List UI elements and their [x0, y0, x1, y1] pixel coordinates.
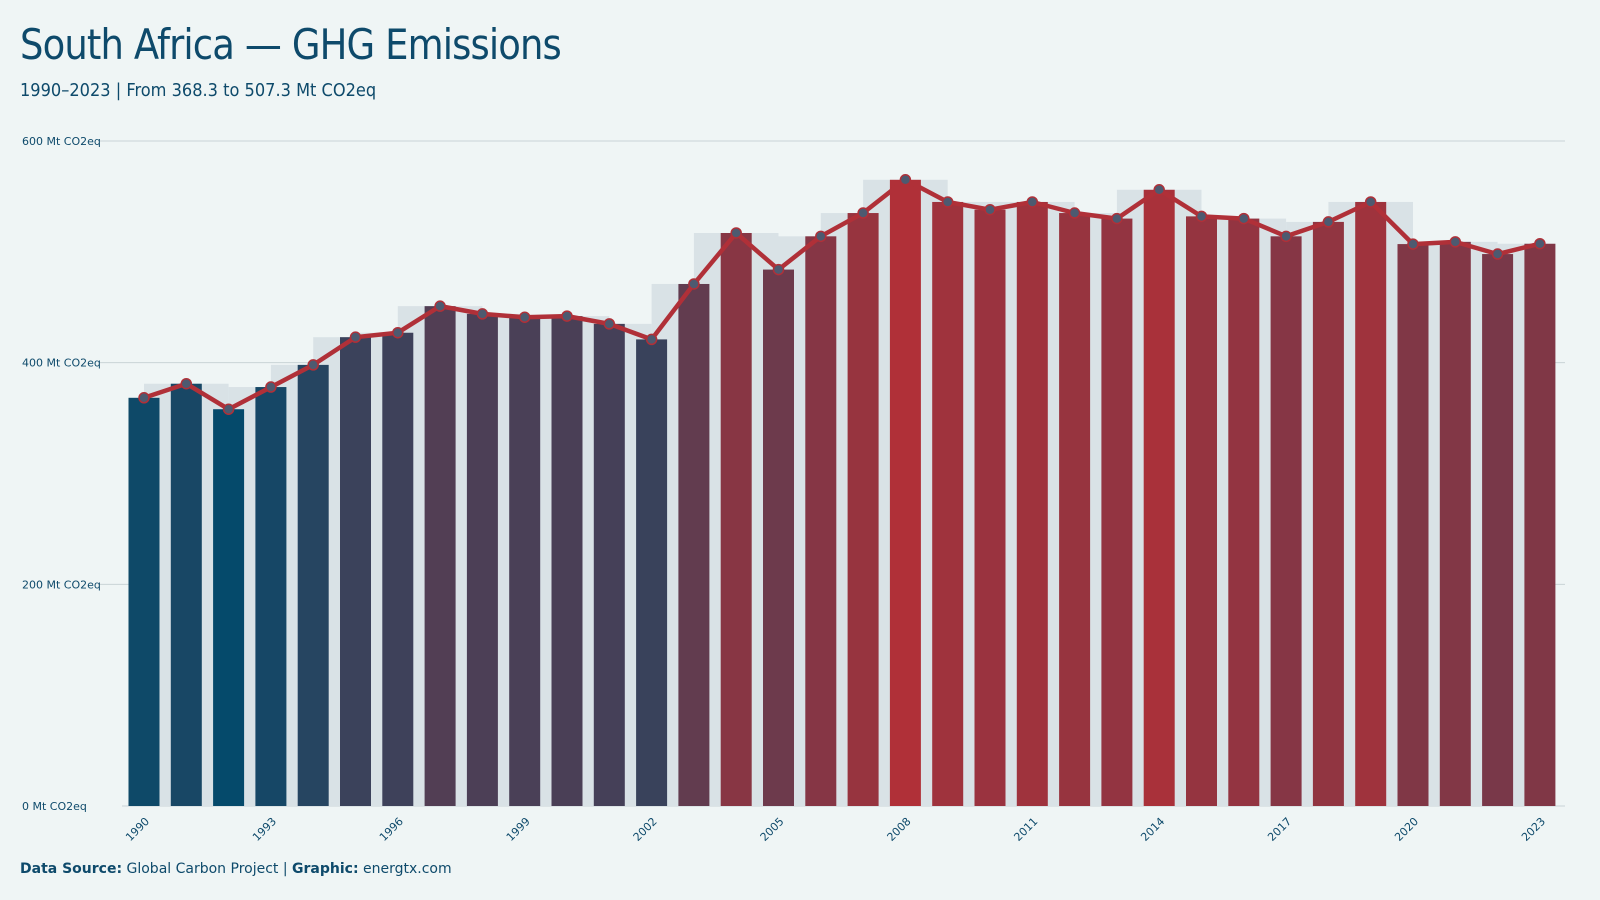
data-point — [815, 230, 827, 243]
x-tick-label: 1999 — [504, 815, 533, 844]
bar-layer — [128, 179, 1556, 807]
bar — [170, 383, 202, 806]
bar — [1143, 189, 1175, 806]
data-point — [1322, 216, 1335, 228]
data-point — [1153, 184, 1165, 196]
x-tick-label: 1993 — [250, 815, 279, 844]
bar — [974, 209, 1006, 806]
bar — [213, 409, 245, 806]
bar — [1186, 216, 1217, 806]
bar — [1524, 243, 1556, 806]
line-layer — [138, 174, 1546, 415]
bar — [551, 316, 583, 806]
data-point — [603, 318, 616, 330]
bar — [424, 306, 456, 806]
y-tick-label: 400 Mt CO2eq — [22, 357, 101, 370]
bar — [1355, 201, 1387, 807]
graphic-value: energtx.com — [363, 861, 452, 877]
y-tick-label: 0 Mt CO2eq — [22, 800, 87, 813]
data-point — [1195, 210, 1208, 223]
y-tick-label: 200 Mt CO2eq — [22, 578, 101, 591]
bar — [593, 323, 625, 806]
x-tick-label: 2002 — [631, 815, 660, 844]
x-tick-label: 2005 — [758, 815, 787, 844]
bar — [678, 283, 710, 807]
bar — [1482, 254, 1514, 807]
graphic-label: Graphic: — [292, 861, 359, 877]
bar — [1397, 244, 1429, 806]
data-point — [645, 333, 658, 346]
bar — [805, 236, 837, 807]
bar — [720, 232, 752, 806]
data-point — [1238, 212, 1250, 225]
x-tick-label: 2023 — [1519, 815, 1548, 844]
data-point — [984, 203, 996, 216]
bar — [1101, 218, 1133, 807]
data-point — [561, 310, 573, 322]
data-point — [307, 359, 319, 371]
data-point — [476, 308, 489, 320]
x-tick-label: 2017 — [1265, 815, 1294, 844]
bar — [509, 317, 541, 806]
data-point — [392, 326, 404, 339]
bar — [1439, 241, 1471, 806]
data-point — [1280, 230, 1292, 243]
chart-subtitle: 1990–2023 | From 368.3 to 507.3 Mt CO2eq — [20, 80, 377, 101]
bar — [1016, 201, 1048, 807]
data-point — [518, 311, 531, 323]
footer: Data Source: Global Carbon Project | Gra… — [20, 861, 452, 877]
bar — [466, 313, 498, 806]
bar — [255, 387, 287, 806]
data-point — [1407, 238, 1419, 250]
x-tick-label: 2008 — [885, 815, 914, 844]
data-point — [222, 403, 235, 415]
bar — [1312, 221, 1344, 807]
data-point — [730, 227, 742, 239]
bar — [847, 213, 879, 806]
data-point — [1068, 207, 1081, 219]
emissions-line — [141, 177, 1543, 412]
data-point — [899, 174, 912, 186]
data-point — [265, 381, 277, 393]
data-point — [1449, 236, 1462, 248]
bar — [932, 201, 964, 807]
bar — [382, 332, 414, 806]
bar — [297, 364, 329, 806]
data-point — [1534, 237, 1546, 250]
data-point — [1111, 212, 1123, 225]
bar — [763, 269, 794, 807]
bar — [889, 179, 921, 806]
data-point — [1364, 196, 1377, 208]
bar — [636, 339, 668, 806]
data-point — [688, 278, 700, 290]
bar — [1270, 236, 1302, 807]
data-point — [941, 196, 954, 208]
bar — [1059, 213, 1091, 806]
source-value: Global Carbon Project — [126, 861, 279, 877]
data-point — [772, 263, 785, 276]
source-label: Data Source: — [20, 861, 123, 877]
data-point — [434, 300, 446, 312]
x-tick-label: 2014 — [1138, 815, 1167, 844]
chart-title: South Africa — GHG Emissions — [20, 20, 562, 69]
bar — [128, 397, 160, 806]
data-point — [349, 331, 362, 343]
x-tick-label: 1990 — [123, 815, 152, 844]
data-point — [1026, 196, 1039, 208]
bar — [340, 337, 371, 806]
y-tick-label: 600 Mt CO2eq — [22, 135, 101, 148]
bar — [1228, 218, 1260, 807]
x-tick-label: 2020 — [1392, 815, 1421, 844]
x-tick-label: 1996 — [377, 815, 406, 844]
x-tick-label: 2011 — [1011, 815, 1040, 844]
footer-separator: | — [282, 861, 288, 877]
data-point — [180, 377, 193, 390]
data-point — [857, 207, 869, 219]
data-point — [138, 392, 150, 404]
data-point — [1491, 248, 1504, 260]
